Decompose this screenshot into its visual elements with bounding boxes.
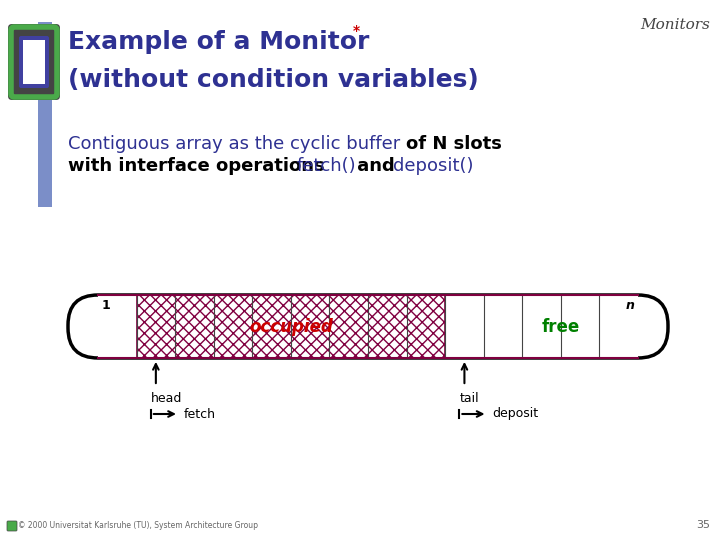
Bar bbox=[445, 295, 484, 358]
Text: head: head bbox=[151, 392, 182, 405]
FancyBboxPatch shape bbox=[7, 521, 17, 531]
Text: Contiguous array as the cyclic buffer: Contiguous array as the cyclic buffer bbox=[68, 135, 406, 153]
FancyBboxPatch shape bbox=[8, 24, 60, 100]
Text: and: and bbox=[351, 157, 401, 175]
Text: Monitors: Monitors bbox=[640, 18, 710, 32]
Text: fetch: fetch bbox=[184, 408, 216, 421]
Text: of N slots: of N slots bbox=[406, 135, 502, 153]
Text: © 2000 Universitat Karlsruhe (TU), System Architecture Group: © 2000 Universitat Karlsruhe (TU), Syste… bbox=[18, 521, 258, 530]
Text: deposit(): deposit() bbox=[393, 157, 474, 175]
Text: n: n bbox=[625, 299, 634, 312]
Text: occupied: occupied bbox=[249, 318, 333, 335]
Text: free: free bbox=[541, 318, 580, 335]
Text: (without condition variables): (without condition variables) bbox=[68, 68, 479, 92]
Bar bbox=[484, 295, 638, 358]
FancyBboxPatch shape bbox=[38, 22, 52, 207]
Text: Example of a Monitor: Example of a Monitor bbox=[68, 30, 369, 54]
Bar bbox=[98, 295, 137, 358]
FancyBboxPatch shape bbox=[23, 40, 45, 84]
Text: *: * bbox=[353, 24, 360, 38]
FancyBboxPatch shape bbox=[19, 36, 49, 88]
Text: deposit: deposit bbox=[492, 408, 539, 421]
FancyBboxPatch shape bbox=[68, 295, 668, 358]
Text: with interface operations: with interface operations bbox=[68, 157, 331, 175]
Text: 1: 1 bbox=[102, 299, 111, 312]
Text: fetch(): fetch() bbox=[297, 157, 356, 175]
Text: 35: 35 bbox=[696, 520, 710, 530]
Text: tail: tail bbox=[459, 392, 479, 405]
Bar bbox=[137, 295, 445, 358]
